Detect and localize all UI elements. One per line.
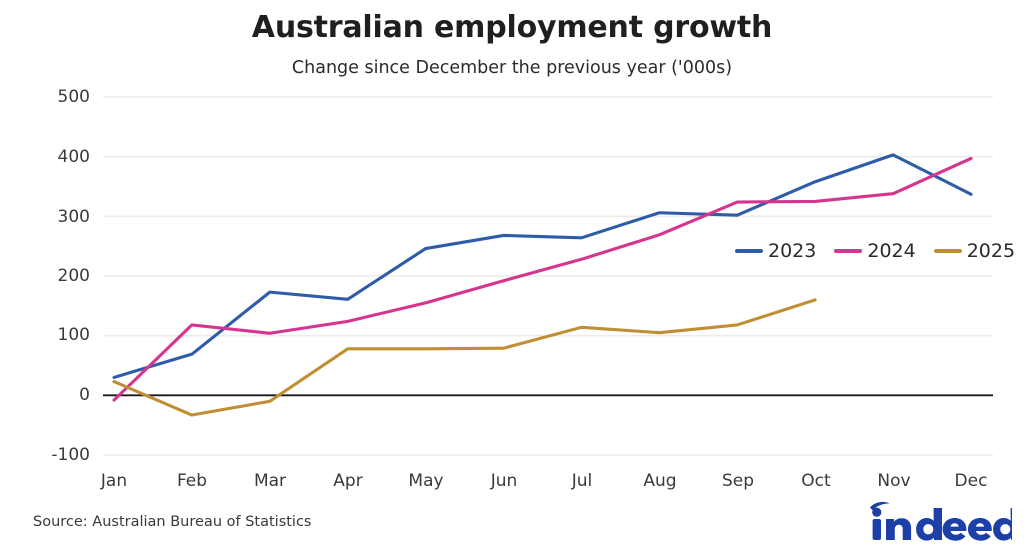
x-tick-label: Dec [954,471,988,491]
legend-item-2025[interactable]: 2025 [933,240,1016,262]
legend-label: 2025 [966,240,1016,262]
logo-n-icon [886,518,912,540]
x-tick-label: May [408,471,444,491]
source-note: Source: Australian Bureau of Statistics [33,514,312,530]
series-line-2024 [112,156,973,402]
logo-d2-icon [993,508,1012,541]
legend-item-2023[interactable]: 2023 [735,240,816,262]
x-tick-label: Jan [100,471,128,491]
legend-item-2024[interactable]: 2024 [834,240,916,262]
legend-label: 2023 [768,240,817,262]
series-lines [112,153,973,417]
x-tick-label: Sep [721,471,755,491]
indeed-logo [870,501,1012,541]
y-tick-label: 200 [57,266,90,286]
logo-i-dot-icon [872,507,882,517]
y-tick-label: -100 [51,445,90,465]
chart-legend: 2023 2024 2025 [735,240,1015,262]
y-tick-label: 400 [57,147,90,167]
legend-swatch-icon [834,249,863,253]
y-tick-label: 300 [57,207,90,227]
series-line-2025 [112,298,817,417]
legend-label: 2024 [867,240,916,262]
x-tick-label: Nov [877,471,911,491]
x-tick-label: Aug [643,471,677,491]
y-tick-label: 500 [57,87,90,107]
legend-swatch-icon [735,249,763,253]
series-line-2023 [112,153,973,379]
logo-i-stem-icon [872,519,881,540]
logo-d1-icon [916,508,942,541]
logo-e1-icon [942,518,967,541]
x-tick-label: Jul [571,471,593,491]
x-tick-label: Mar [253,471,287,491]
chart-svg [103,96,993,456]
page-title: Australian employment growth [251,10,773,45]
x-tick-label: Apr [333,471,363,491]
x-tick-label: Oct [801,471,831,491]
x-tick-label: Feb [176,471,208,491]
y-tick-label: 0 [79,385,90,405]
logo-e2-icon [968,518,992,541]
legend-swatch-icon [933,249,962,253]
plot-area [103,90,993,462]
gridlines [103,96,993,456]
x-tick-label: Jun [490,471,518,491]
chart-subtitle: Change since December the previous year … [291,58,733,78]
y-tick-label: 100 [57,325,90,345]
